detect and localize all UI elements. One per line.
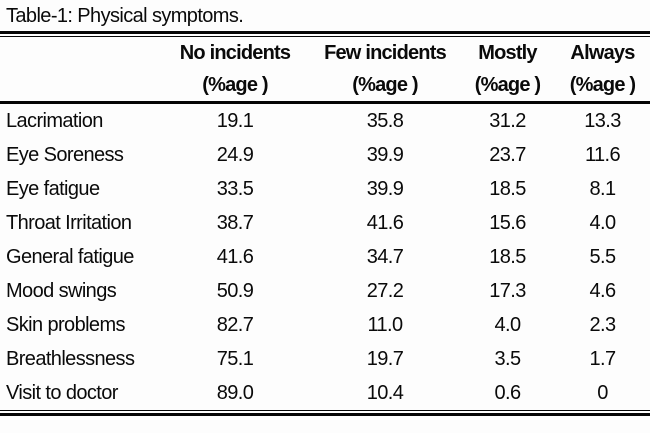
value-cell: 4.0	[589, 211, 616, 234]
column-header-mostly: Mostly	[478, 41, 537, 64]
value-cell: 33.5	[216, 177, 254, 200]
value-cell: 50.9	[216, 279, 254, 302]
value-cell: 27.2	[366, 279, 404, 302]
value-cell: 17.3	[489, 279, 526, 302]
column-subheader-few-incidents: (%age )	[352, 73, 418, 96]
value-cell: 18.5	[489, 177, 526, 200]
table-body: Lacrimation 19.1 35.8 31.2 13.3 Eye Sore…	[0, 104, 650, 410]
value-cell: 31.2	[489, 109, 526, 132]
value-cell: 4.6	[589, 279, 616, 302]
value-cell: 10.4	[366, 381, 404, 404]
table-caption: Table-1: Physical symptoms.	[6, 5, 244, 27]
symptom-cell: Skin problems	[6, 313, 126, 336]
value-cell: 18.5	[489, 245, 526, 268]
symptom-cell: Eye Soreness	[6, 143, 124, 166]
symptom-cell: Lacrimation	[6, 109, 103, 132]
value-cell: 41.6	[366, 211, 404, 234]
symptom-cell: Eye fatigue	[6, 177, 100, 200]
value-cell: 13.3	[584, 109, 621, 132]
value-cell: 34.7	[366, 245, 404, 268]
symptom-cell: Throat Irritation	[6, 211, 132, 234]
header-spacer	[0, 69, 160, 101]
symptom-cell: Breathlessness	[6, 347, 135, 370]
symptom-cell: Visit to doctor	[6, 381, 118, 404]
column-header-always: Always	[570, 41, 635, 64]
symptom-cell: Mood swings	[6, 279, 117, 302]
value-cell: 39.9	[366, 143, 404, 166]
value-cell: 1.7	[589, 347, 616, 370]
value-cell: 19.7	[366, 347, 404, 370]
value-cell: 0	[597, 381, 608, 404]
value-cell: 41.6	[216, 245, 254, 268]
table-header: No incidents Few incidents Mostly Always…	[0, 37, 650, 101]
column-subheader-always: (%age )	[569, 73, 636, 96]
top-double-rule	[0, 31, 650, 37]
column-subheader-mostly: (%age )	[474, 73, 541, 96]
bottom-double-rule	[0, 410, 650, 416]
value-cell: 15.6	[489, 211, 526, 234]
value-cell: 11.0	[367, 313, 403, 336]
value-cell: 75.1	[216, 347, 254, 370]
value-cell: 38.7	[216, 211, 254, 234]
value-cell: 3.5	[494, 347, 521, 370]
column-subheader-no-incidents: (%age )	[202, 73, 268, 96]
value-cell: 2.3	[589, 313, 616, 336]
header-spacer	[0, 37, 160, 69]
value-cell: 82.7	[216, 313, 254, 336]
value-cell: 8.1	[589, 177, 616, 200]
value-cell: 4.0	[494, 313, 521, 336]
column-header-no-incidents: No incidents	[179, 41, 291, 64]
value-cell: 23.7	[489, 143, 526, 166]
value-cell: 5.5	[589, 245, 616, 268]
value-cell: 35.8	[366, 109, 404, 132]
column-header-few-incidents: Few incidents	[324, 41, 447, 64]
value-cell: 19.1	[216, 109, 254, 132]
symptom-cell: General fatigue	[6, 245, 134, 268]
value-cell: 89.0	[216, 381, 254, 404]
value-cell: 0.6	[494, 381, 521, 404]
value-cell: 24.9	[216, 143, 254, 166]
value-cell: 11.6	[584, 143, 621, 166]
header-rule	[0, 101, 650, 104]
value-cell: 39.9	[366, 177, 404, 200]
